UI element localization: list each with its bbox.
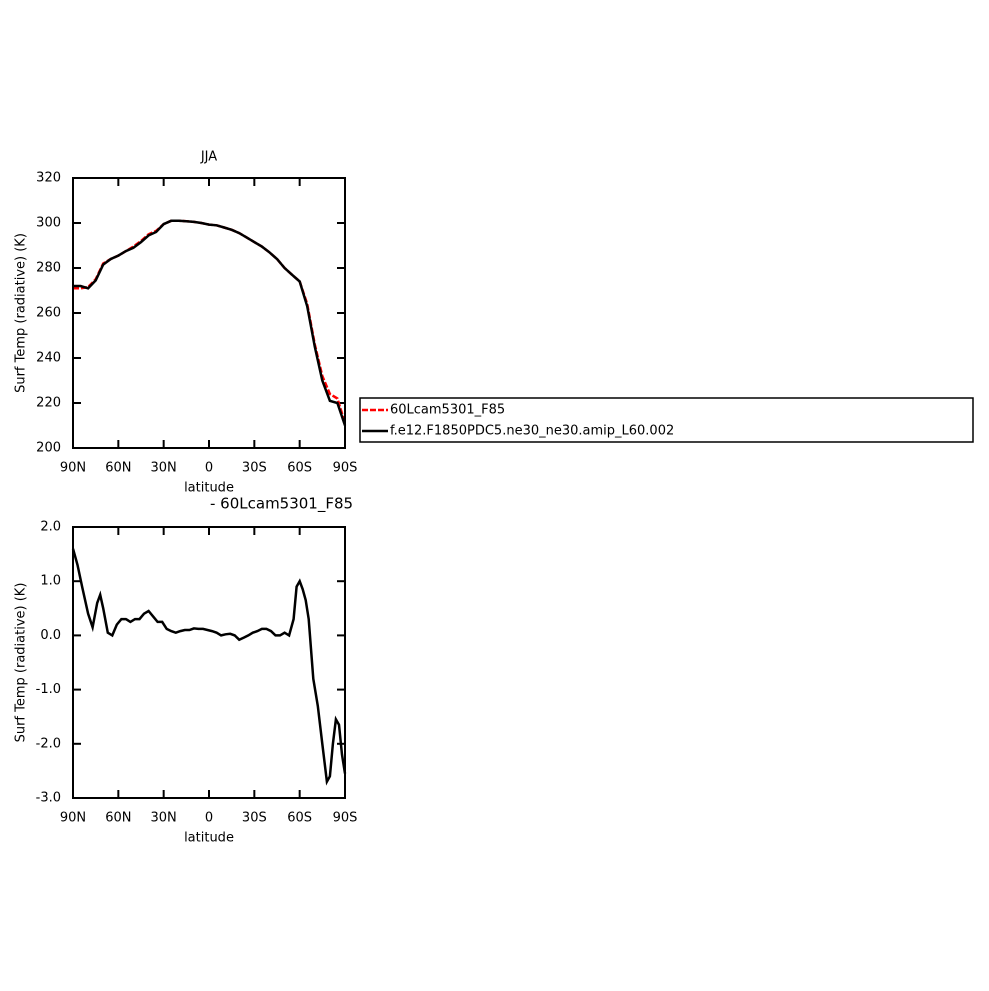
y-tick-label: 240 (36, 351, 61, 366)
legend-label: f.e12.F1850PDC5.ne30_ne30.amip_L60.002 (390, 424, 674, 439)
y-tick-label: 320 (36, 171, 61, 186)
x-tick-label: 90S (333, 811, 358, 826)
x-tick-label: 90N (60, 811, 86, 826)
y-tick-label: -2.0 (36, 736, 61, 751)
x-tick-label: 0 (205, 461, 213, 476)
x-tick-label: 30N (151, 811, 177, 826)
plot-frame (72, 177, 346, 449)
data-line (73, 219, 347, 424)
y-tick-label: 1.0 (40, 574, 61, 589)
x-tick-label: 30N (151, 461, 177, 476)
x-tick-label: 60S (287, 811, 312, 826)
legend-label: 60Lcam5301_F85 (390, 403, 505, 418)
y-tick-label: 260 (36, 306, 61, 321)
x-tick-label: 30S (242, 811, 267, 826)
x-tick-label: 30S (242, 461, 267, 476)
data-line (73, 219, 347, 426)
y-tick-label: 2.0 (40, 520, 61, 535)
y-tick-label: 200 (36, 441, 61, 456)
data-line (71, 548, 347, 786)
x-tick-label: 60N (105, 811, 131, 826)
chart-title: JJA (200, 150, 217, 165)
legend-box (359, 397, 974, 443)
x-axis-label: latitude (184, 831, 234, 846)
y-axis-label: Surf Temp (radiative) (K) (14, 233, 29, 393)
plot-frame (72, 526, 346, 799)
y-tick-label: -3.0 (36, 791, 61, 806)
y-tick-label: -1.0 (36, 682, 61, 697)
x-tick-label: 60S (287, 461, 312, 476)
chart-title: - 60Lcam5301_F85 (210, 495, 353, 514)
y-tick-label: 300 (36, 216, 61, 231)
x-axis-label: latitude (184, 481, 234, 496)
x-tick-label: 0 (205, 811, 213, 826)
x-tick-label: 60N (105, 461, 131, 476)
x-tick-label: 90S (333, 461, 358, 476)
y-axis-label: Surf Temp (radiative) (K) (14, 583, 29, 743)
y-tick-label: 220 (36, 396, 61, 411)
y-tick-label: 280 (36, 261, 61, 276)
x-tick-label: 90N (60, 461, 86, 476)
y-tick-label: 0.0 (40, 628, 61, 643)
